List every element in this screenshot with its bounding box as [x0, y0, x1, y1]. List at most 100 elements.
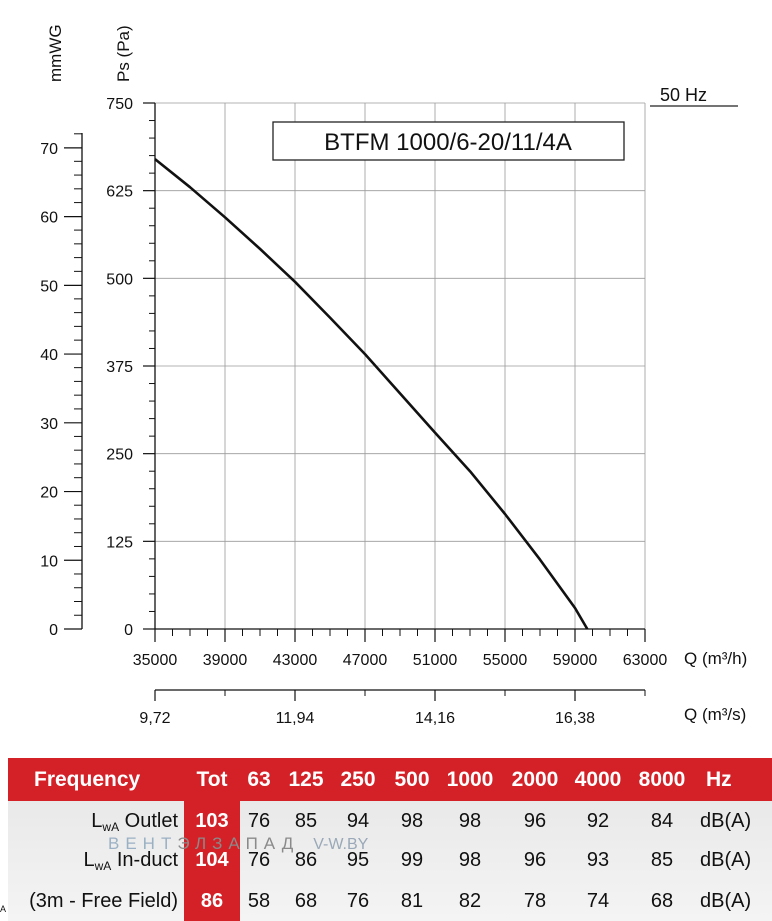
table-cell: 76	[247, 849, 271, 871]
noise-table: Frequency Tot 63 125 250 500 1000 2000 4000 8000…	[0, 758, 772, 921]
watermark: ВЕНТЭЛЗАПАД V-W.BY	[108, 834, 368, 854]
y2-tick-label: 60	[40, 210, 58, 227]
header-frequency: Frequency	[34, 768, 141, 791]
header-cell: 500	[394, 768, 430, 791]
table-cell: 104	[195, 849, 229, 871]
x2-tick-label: 11,94	[276, 710, 315, 727]
header-cell: Tot	[196, 768, 228, 791]
y-tick-label: 250	[106, 447, 133, 464]
header-cell: 250	[340, 768, 376, 791]
table-cell: 76	[247, 810, 271, 832]
chart-grid	[154, 102, 646, 630]
y-tick-label: 0	[124, 622, 133, 639]
table-cell: 86	[294, 849, 318, 871]
table-cell: 82	[458, 890, 482, 912]
unit-cell: dB(A)	[700, 890, 752, 912]
table-cell: 92	[586, 810, 610, 832]
header-cell: Hz	[706, 768, 732, 791]
table-cell: 94	[346, 810, 370, 832]
x-tick-label: 35000	[133, 652, 178, 669]
x-tick-label: 43000	[273, 652, 318, 669]
x-axis-title: Q (m³/h)	[684, 649, 747, 668]
unit-cell: dB(A)	[700, 849, 752, 871]
row-label-main: (3m - Free Field)	[29, 890, 178, 912]
x-tick-label: 39000	[203, 652, 248, 669]
y-tick-label: 500	[106, 271, 133, 288]
y2-tick-label: 30	[40, 416, 58, 433]
row-label-sub: wA	[102, 820, 120, 834]
unit-cell: dB(A)	[700, 810, 752, 832]
title-box	[272, 121, 625, 161]
row-label-sub: wA	[94, 859, 112, 873]
table-cell: 86	[200, 890, 224, 912]
x2-tick-label: 14,16	[415, 710, 455, 727]
y-tick-label: 125	[106, 534, 133, 551]
x-tick-label: 63000	[623, 652, 668, 669]
table-cell: 98	[400, 810, 424, 832]
table-cell: 95	[346, 849, 370, 871]
table-cell: 99	[400, 849, 424, 871]
y2-tick-label: 0	[49, 622, 58, 639]
table-cell: 96	[523, 810, 547, 832]
header-cell: 125	[288, 768, 324, 791]
table-cell: 74	[586, 890, 610, 912]
table-cell: 93	[586, 849, 610, 871]
table-header-row	[8, 758, 772, 801]
y2-tick-label: 40	[40, 347, 58, 364]
x-tick-label: 47000	[343, 652, 388, 669]
table-cell: 98	[458, 810, 482, 832]
table-body	[8, 801, 772, 921]
table-cell: 78	[523, 890, 547, 912]
y-axis-title: Ps (Pa)	[114, 25, 133, 82]
curve-layer	[154, 158, 589, 630]
row-marker: A	[0, 904, 7, 914]
table-cell: 81	[400, 890, 424, 912]
table-cell: 58	[247, 890, 271, 912]
table-cell: 85	[650, 849, 674, 871]
table-cell: 96	[523, 849, 547, 871]
y2-tick-label: 10	[40, 553, 58, 570]
table-cell: 68	[650, 890, 674, 912]
header-cell: 8000	[638, 768, 686, 791]
table-cell: 76	[346, 890, 370, 912]
table-cell: 68	[294, 890, 318, 912]
row-label: (3m - Free Field)	[8, 890, 178, 913]
table-cell: 84	[650, 810, 674, 832]
watermark-part2: ЭЛЗАПАД	[177, 834, 300, 853]
row-label: LwA In-duct	[8, 849, 179, 873]
fan-curve-line	[154, 158, 589, 630]
x2-axis-title: Q (m³/s)	[684, 705, 746, 724]
y-tick-label: 625	[106, 184, 133, 201]
row-label-rest: Outlet	[119, 810, 178, 832]
row-label: LwA Outlet	[8, 810, 178, 834]
watermark-part3: V-W.BY	[313, 836, 369, 853]
y2-tick-label: 20	[40, 485, 58, 502]
x-tick-label: 59000	[553, 652, 598, 669]
y2-tick-label: 70	[40, 141, 58, 158]
row-label-main: L	[83, 849, 95, 871]
table-cell: 98	[458, 849, 482, 871]
table-cell: 85	[294, 810, 318, 832]
x-tick-label: 51000	[413, 652, 458, 669]
y2-axis-title: mmWG	[46, 24, 65, 82]
y2-tick-label: 50	[40, 278, 58, 295]
row-label-rest: In-duct	[111, 849, 178, 871]
watermark-part1: ВЕНТ	[108, 834, 178, 853]
chart-title: BTFM 1000/6-20/11/4A	[324, 129, 572, 156]
y-tick-label: 375	[106, 359, 133, 376]
tot-column	[184, 801, 240, 921]
x2-tick-label: 9,72	[139, 710, 170, 727]
row-label-main: L	[91, 810, 103, 832]
header-cell: 2000	[511, 768, 559, 791]
frequency-label: 50 Hz	[660, 85, 707, 105]
header-cell: 1000	[446, 768, 494, 791]
y-tick-label: 750	[106, 96, 133, 113]
table-cell: 103	[195, 810, 229, 832]
x-tick-label: 55000	[483, 652, 528, 669]
fan-curve-chart: 0 125 250 375 500 625 750 0 10 20 30 40 50 60 70 35000 3…	[40, 24, 747, 727]
x2-tick-label: 16,38	[555, 710, 595, 727]
chart-labels: 0 125 250 375 500 625 750 0 10 20 30 40 50 60 70 35000 3…	[40, 96, 667, 727]
chart-axes	[64, 102, 646, 701]
header-cell: 4000	[574, 768, 622, 791]
header-cell: 63	[247, 768, 271, 791]
